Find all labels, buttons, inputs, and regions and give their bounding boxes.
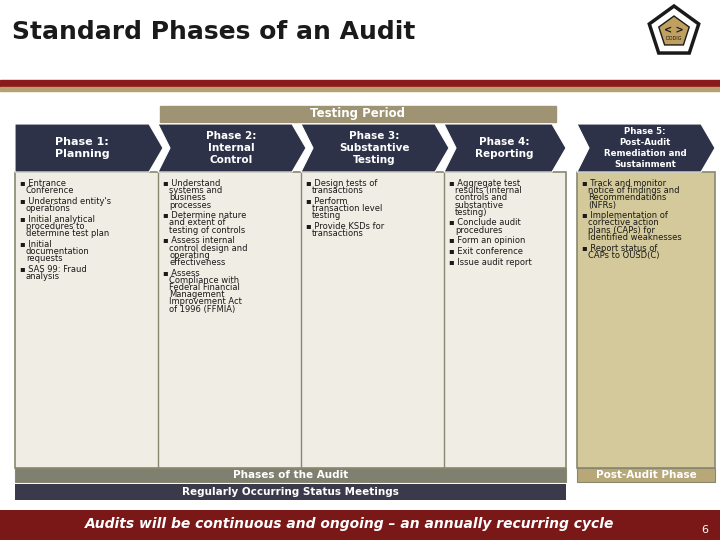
Text: control design and: control design and (169, 244, 248, 253)
Text: testing): testing) (455, 208, 487, 217)
Text: ▪ SAS 99: Fraud: ▪ SAS 99: Fraud (20, 265, 86, 274)
Bar (577, 172, 715, 468)
Text: ▪ Implementation of: ▪ Implementation of (582, 211, 668, 220)
Text: procedures: procedures (455, 226, 503, 235)
Bar (0, 510, 720, 540)
Text: CAPs to OUSD(C): CAPs to OUSD(C) (588, 251, 660, 260)
Text: ▪ Exit conference: ▪ Exit conference (449, 247, 523, 256)
Text: Conference: Conference (26, 186, 74, 195)
Text: Improvement Act: Improvement Act (169, 298, 242, 307)
Text: 6: 6 (701, 525, 708, 535)
Text: Standard Phases of an Audit: Standard Phases of an Audit (12, 20, 415, 44)
Text: documentation: documentation (26, 247, 90, 256)
Text: ▪ Conclude audit: ▪ Conclude audit (449, 219, 521, 227)
Text: Phase 3:
Substantive
Testing: Phase 3: Substantive Testing (338, 131, 409, 165)
Polygon shape (444, 124, 566, 172)
Bar (15, 484, 566, 500)
Text: Phases of the Audit: Phases of the Audit (233, 470, 348, 480)
Text: transaction level: transaction level (312, 204, 382, 213)
Bar (0, 87, 720, 91)
Text: < >: < > (664, 25, 684, 35)
Text: Testing Period: Testing Period (310, 107, 405, 120)
Text: transactions: transactions (312, 186, 364, 195)
Bar (0, 80, 720, 87)
Text: ▪ Issue audit report: ▪ Issue audit report (449, 258, 532, 267)
Text: substantive: substantive (455, 200, 504, 210)
Text: ▪ Understand: ▪ Understand (163, 179, 220, 188)
Text: ▪ Initial analytical: ▪ Initial analytical (20, 215, 95, 224)
Text: ▪ Determine nature: ▪ Determine nature (163, 211, 246, 220)
Text: Regularly Occurring Status Meetings: Regularly Occurring Status Meetings (182, 487, 399, 497)
Text: ▪ Perform: ▪ Perform (306, 197, 348, 206)
Text: ▪ Initial: ▪ Initial (20, 240, 52, 249)
Text: Phase 2:
Internal
Control: Phase 2: Internal Control (206, 131, 256, 165)
Text: analysis: analysis (26, 272, 60, 281)
Text: ▪ Provide KSDs for: ▪ Provide KSDs for (306, 222, 384, 231)
Text: testing: testing (312, 211, 341, 220)
Text: Phase 5:
Post-Audit
Remediation and
Sustainment: Phase 5: Post-Audit Remediation and Sust… (603, 127, 686, 169)
Text: of 1996 (FFMIA): of 1996 (FFMIA) (169, 305, 235, 314)
Text: DODIG: DODIG (666, 37, 683, 42)
Text: operations: operations (26, 204, 71, 213)
Text: testing of controls: testing of controls (169, 226, 246, 235)
Text: (NFRs): (NFRs) (588, 200, 616, 210)
Text: requests: requests (26, 254, 63, 264)
Text: controls and: controls and (455, 193, 507, 202)
Polygon shape (158, 124, 306, 172)
Text: Compliance with: Compliance with (169, 276, 239, 285)
Text: Post-Audit Phase: Post-Audit Phase (595, 470, 696, 480)
Polygon shape (577, 124, 715, 172)
Text: ▪ Form an opinion: ▪ Form an opinion (449, 237, 526, 245)
Text: effectiveness: effectiveness (169, 258, 225, 267)
Text: procedures to: procedures to (26, 222, 84, 231)
Text: notice of findings and: notice of findings and (588, 186, 680, 195)
Text: ▪ Design tests of: ▪ Design tests of (306, 179, 377, 188)
Text: Audits will be continuous and ongoing – an annually recurring cycle: Audits will be continuous and ongoing – … (85, 517, 615, 531)
Text: ▪ Aggregate test: ▪ Aggregate test (449, 179, 520, 188)
Polygon shape (659, 16, 689, 45)
Text: ▪ Understand entity's: ▪ Understand entity's (20, 197, 111, 206)
Text: transactions: transactions (312, 229, 364, 238)
Text: ▪ Assess internal: ▪ Assess internal (163, 237, 235, 245)
Text: Recommendations: Recommendations (588, 193, 667, 202)
Text: Phase 4:
Reporting: Phase 4: Reporting (474, 137, 534, 159)
Text: business: business (169, 193, 206, 202)
Text: operating: operating (169, 251, 210, 260)
Text: Federal Financial: Federal Financial (169, 283, 240, 292)
Bar (15, 172, 566, 468)
Polygon shape (15, 124, 163, 172)
Text: determine test plan: determine test plan (26, 229, 109, 238)
Text: ▪ Assess: ▪ Assess (163, 269, 199, 278)
Text: and extent of: and extent of (169, 219, 225, 227)
Text: results (internal: results (internal (455, 186, 522, 195)
Text: ▪ Track and monitor: ▪ Track and monitor (582, 179, 666, 188)
Polygon shape (301, 124, 449, 172)
Text: plans (CAPs) for: plans (CAPs) for (588, 226, 655, 235)
Text: Management: Management (169, 291, 225, 299)
Bar (15, 468, 566, 482)
Text: ▪ Report status of: ▪ Report status of (582, 244, 657, 253)
Text: corrective action: corrective action (588, 219, 659, 227)
Text: identified weaknesses: identified weaknesses (588, 233, 682, 242)
Bar (160, 106, 556, 122)
Polygon shape (649, 6, 698, 53)
Bar (577, 468, 715, 482)
Text: ▪ Entrance: ▪ Entrance (20, 179, 66, 188)
Text: Phase 1:
Planning: Phase 1: Planning (55, 137, 109, 159)
Text: systems and: systems and (169, 186, 222, 195)
Text: processes: processes (169, 200, 211, 210)
